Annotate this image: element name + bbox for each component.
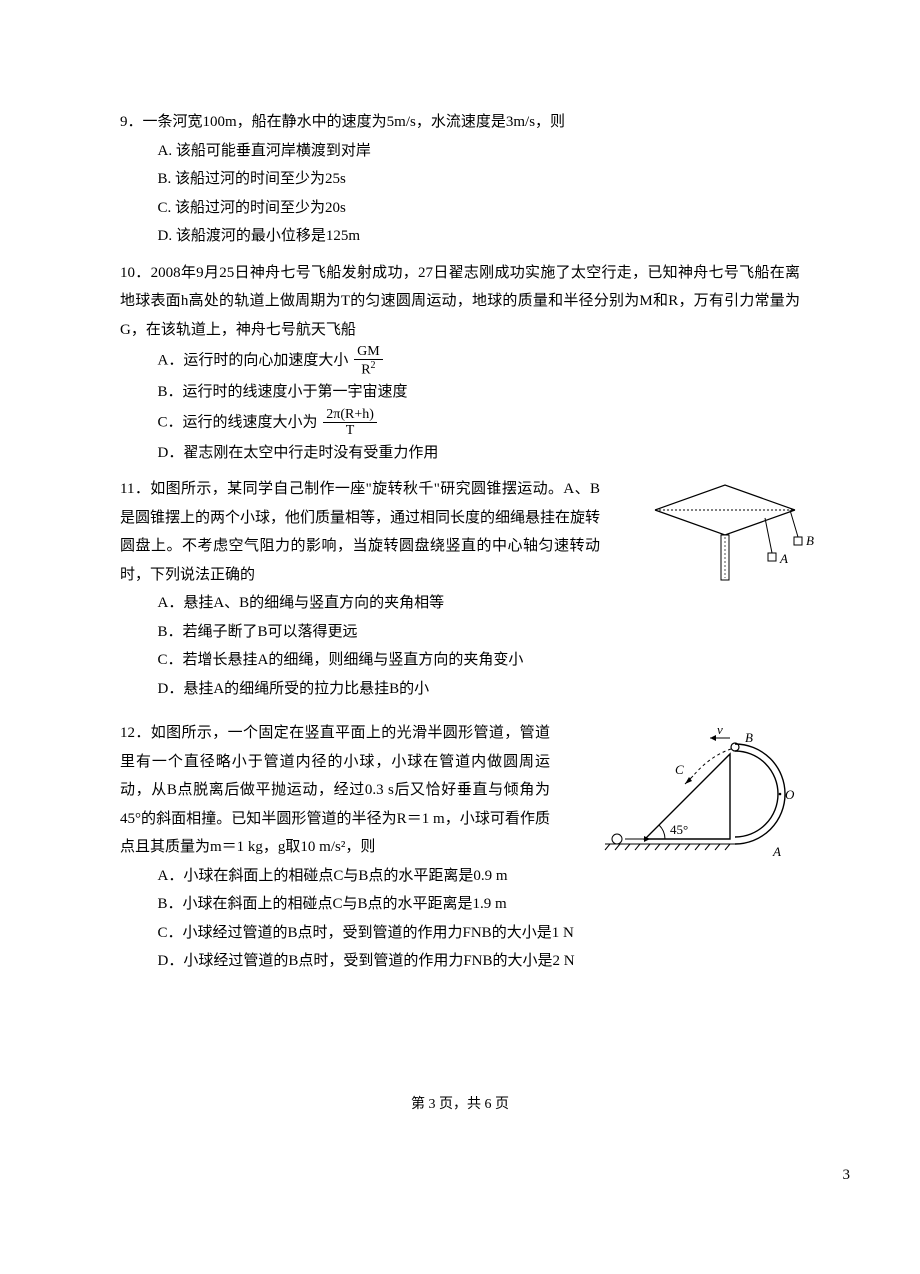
q10-options: A．运行时的向心加速度大小 GM R2 B．运行时的线速度小于第一宇宙速度 C．…: [120, 344, 800, 467]
q11-figure: A B: [640, 475, 830, 595]
q11-option-d: D．悬挂A的细绳所受的拉力比悬挂B的小: [158, 675, 801, 704]
q10-stem-text: 2008年9月25日神舟七号飞船发射成功，27日翟志刚成功实施了太空行走，已知神…: [120, 265, 800, 338]
q12-fig-label-a: A: [772, 844, 781, 859]
question-11: 11．如图所示，某同学自己制作一座"旋转秋千"研究圆锥摆运动。A、B是圆锥摆上的…: [120, 475, 800, 703]
question-9-stem: 9．一条河宽100m，船在静水中的速度为5m/s，水流速度是3m/s，则: [120, 108, 800, 137]
q10-a-text: A．运行时的向心加速度大小: [158, 353, 349, 369]
q12-number: 12．: [120, 725, 151, 741]
q12-fig-label-b: B: [745, 730, 753, 745]
q11-fig-label-b: B: [806, 533, 814, 548]
q10-c-frac-num: 2π(R+h): [323, 407, 377, 423]
q11-option-c: C．若增长悬挂A的细绳，则细绳与竖直方向的夹角变小: [158, 646, 801, 675]
q10-a-fraction: GM R2: [354, 344, 383, 378]
q10-option-b: B．运行时的线速度小于第一宇宙速度: [158, 378, 801, 407]
q10-c-fraction: 2π(R+h) T: [323, 407, 377, 439]
q10-a-frac-num: GM: [354, 344, 383, 360]
q10-option-c: C．运行的线速度大小为 2π(R+h) T: [158, 407, 801, 439]
q12-option-a: A．小球在斜面上的相碰点C与B点的水平距离是0.9 m: [158, 862, 801, 891]
q12-fig-label-v: v: [717, 724, 723, 737]
question-12-stem: 12．如图所示，一个固定在竖直平面上的光滑半圆形管道，管道里有一个直径略小于管道…: [120, 719, 550, 862]
q10-option-a: A．运行时的向心加速度大小 GM R2: [158, 344, 801, 378]
q11-number: 11．: [120, 481, 150, 497]
q11-stem-text: 如图所示，某同学自己制作一座"旋转秋千"研究圆锥摆运动。A、B是圆锥摆上的两个小…: [120, 481, 600, 583]
q12-fig-label-o: O: [785, 787, 795, 802]
q12-fig-label-c: C: [675, 762, 684, 777]
question-12: 12．如图所示，一个固定在竖直平面上的光滑半圆形管道，管道里有一个直径略小于管道…: [120, 719, 800, 976]
q9-stem-text: 一条河宽100m，船在静水中的速度为5m/s，水流速度是3m/s，则: [143, 114, 566, 130]
q12-option-b: B．小球在斜面上的相碰点C与B点的水平距离是1.9 m: [158, 890, 801, 919]
q10-c-text: C．运行的线速度大小为: [158, 414, 318, 430]
q11-options: A．悬挂A、B的细绳与竖直方向的夹角相等 B．若绳子断了B可以落得更远 C．若增…: [120, 589, 800, 703]
q12-option-d: D．小球经过管道的B点时，受到管道的作用力FNB的大小是2 N: [158, 947, 801, 976]
q9-option-a: A. 该船可能垂直河岸横渡到对岸: [158, 137, 801, 166]
page-footer-chinese: 第 3 页，共 6 页: [0, 1092, 920, 1119]
q11-option-b: B．若绳子断了B可以落得更远: [158, 618, 801, 647]
q12-stem-text: 如图所示，一个固定在竖直平面上的光滑半圆形管道，管道里有一个直径略小于管道内径的…: [120, 725, 550, 855]
question-9: 9．一条河宽100m，船在静水中的速度为5m/s，水流速度是3m/s，则 A. …: [120, 108, 800, 251]
q9-number: 9．: [120, 114, 143, 130]
q9-option-b: B. 该船过河的时间至少为25s: [158, 165, 801, 194]
q10-a-frac-den: R2: [354, 360, 383, 378]
question-11-stem: 11．如图所示，某同学自己制作一座"旋转秋千"研究圆锥摆运动。A、B是圆锥摆上的…: [120, 475, 600, 589]
page-footer-number: 3: [843, 1161, 851, 1190]
q9-option-d: D. 该船渡河的最小位移是125m: [158, 222, 801, 251]
q9-options: A. 该船可能垂直河岸横渡到对岸 B. 该船过河的时间至少为25s C. 该船过…: [120, 137, 800, 251]
question-10-stem: 10．2008年9月25日神舟七号飞船发射成功，27日翟志刚成功实施了太空行走，…: [120, 259, 800, 345]
question-10: 10．2008年9月25日神舟七号飞船发射成功，27日翟志刚成功实施了太空行走，…: [120, 259, 800, 468]
q12-fig-angle: 45°: [670, 822, 688, 837]
q10-number: 10．: [120, 265, 151, 281]
q11-fig-label-a: A: [779, 551, 788, 566]
q12-option-c: C．小球经过管道的B点时，受到管道的作用力FNB的大小是1 N: [158, 919, 801, 948]
q10-c-frac-den: T: [323, 423, 377, 438]
q12-figure: 45° O A B v C: [595, 724, 840, 864]
q9-option-c: C. 该船过河的时间至少为20s: [158, 194, 801, 223]
q12-options: A．小球在斜面上的相碰点C与B点的水平距离是0.9 m B．小球在斜面上的相碰点…: [120, 862, 800, 976]
q10-option-d: D．翟志刚在太空中行走时没有受重力作用: [158, 439, 801, 468]
